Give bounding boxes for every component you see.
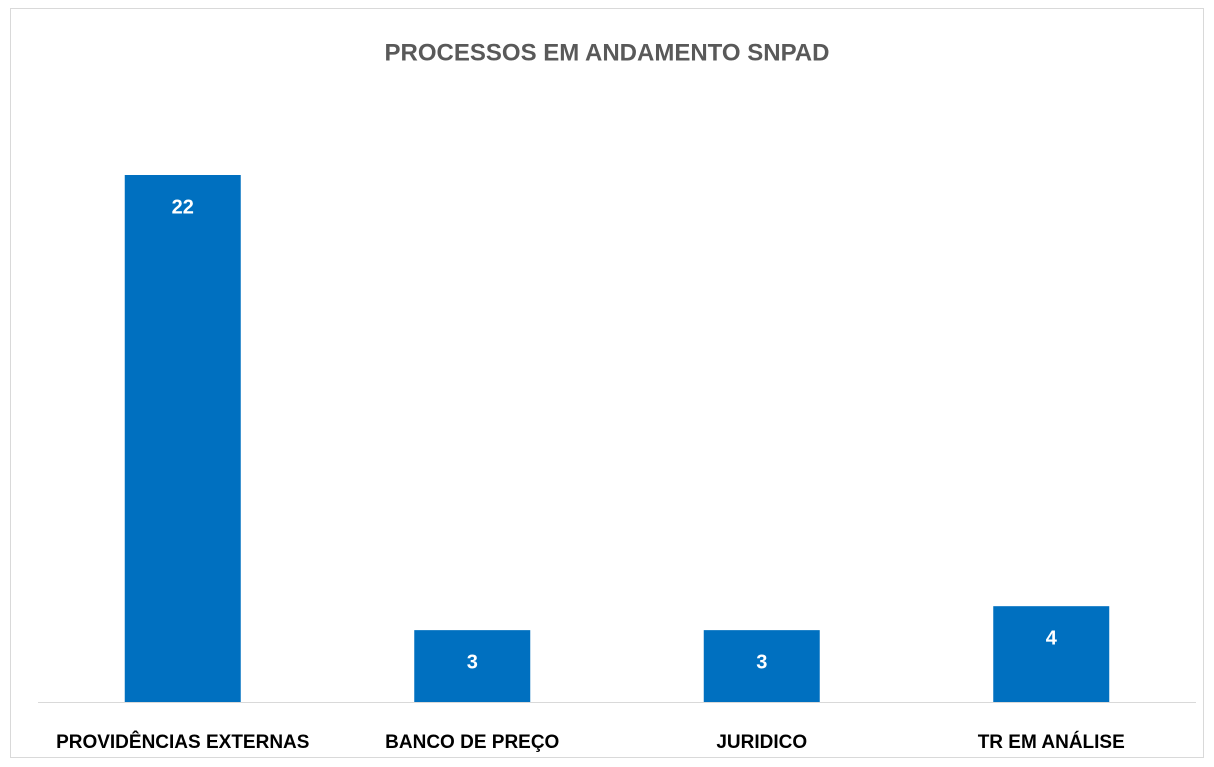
x-tick-label: BANCO DE PREÇO <box>385 732 559 753</box>
bar <box>124 175 241 702</box>
data-label: 3 <box>467 651 478 673</box>
x-tick-label: TR EM ANÁLISE <box>978 731 1125 753</box>
bar <box>993 606 1110 702</box>
data-label: 22 <box>172 196 194 218</box>
x-tick-label: PROVIDÊNCIAS EXTERNAS <box>56 731 309 753</box>
data-label: 4 <box>1046 627 1058 649</box>
chart-title: PROCESSOS EM ANDAMENTO SNPAD <box>385 39 830 66</box>
bar <box>703 630 820 702</box>
data-label: 3 <box>756 651 767 673</box>
bar <box>414 630 531 702</box>
x-tick-label: JURIDICO <box>716 732 807 753</box>
